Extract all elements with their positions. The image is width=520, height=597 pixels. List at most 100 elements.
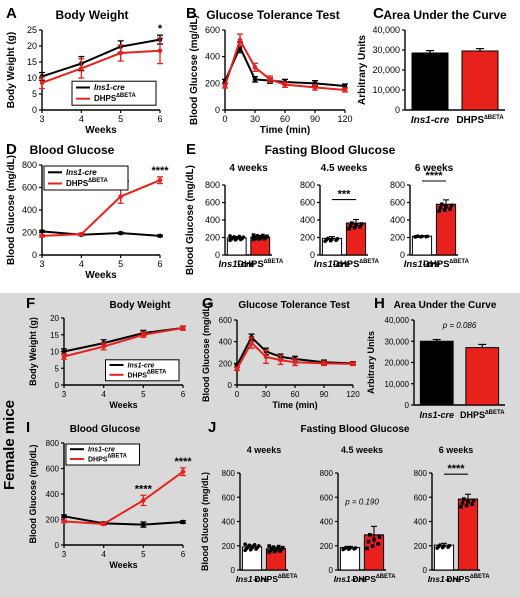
G-x-label: Time (min) xyxy=(272,400,317,410)
E-y-tick-label: 0 xyxy=(400,250,405,260)
E-category-label-sup: ∆BETA xyxy=(359,258,379,265)
J-individual-point xyxy=(267,544,271,548)
A-x-tick-label: 3 xyxy=(39,114,44,124)
E-y-tick-label: 200 xyxy=(390,233,405,243)
J-significance: **** xyxy=(447,463,465,475)
G-y-label: Blood Glucose (mg/dL) xyxy=(201,303,211,402)
J-y-tick-label: 600 xyxy=(320,493,334,502)
J-individual-point xyxy=(344,545,348,550)
F-y-tick-label: 5 xyxy=(55,364,60,373)
A-data-point xyxy=(157,48,163,54)
chart-title-F: Body Weight xyxy=(110,300,172,311)
C-category-label-main: DHPS xyxy=(456,115,484,126)
I-significance: **** xyxy=(135,483,153,495)
F-legend-label-main: DHPS xyxy=(128,372,148,379)
G-y-tick-label: 600 xyxy=(219,316,233,325)
F-data-point xyxy=(180,325,186,331)
D-x-label: Weeks xyxy=(85,270,117,281)
E-individual-point xyxy=(326,236,330,241)
E-category-label: DHPS∆BETA xyxy=(333,258,380,270)
E-individual-point xyxy=(335,237,340,241)
E-significance: **** xyxy=(425,170,443,182)
D-series-line-0 xyxy=(41,230,161,237)
J-individual-point xyxy=(470,502,474,507)
E-individual-point xyxy=(449,203,454,208)
F-y-tick-label: 0 xyxy=(55,381,60,390)
C-bar xyxy=(411,52,449,111)
B-y-tick-label: 0 xyxy=(215,105,220,115)
I-data-point xyxy=(101,521,106,527)
I-significance: **** xyxy=(174,456,192,468)
F-y-label: Body Weight (g) xyxy=(28,317,38,386)
chart-title-B: Glucose Tolerance Test xyxy=(206,8,340,22)
E-individual-point xyxy=(350,221,354,225)
F-data-point xyxy=(61,354,67,359)
H-category-label: Ins1-cre xyxy=(419,410,454,420)
F-legend-box xyxy=(105,359,180,382)
C-bar xyxy=(461,50,499,111)
J-individual-point xyxy=(438,543,442,547)
A-y-tick-label: 0 xyxy=(32,105,37,115)
E-individual-point xyxy=(232,234,236,239)
E-y-tick-label: 800 xyxy=(205,180,220,190)
E-individual-point xyxy=(255,234,260,238)
G-data-point xyxy=(292,359,298,365)
chart-I: I Blood Glucose 0 200 400 600 800 Blood Glucose… xyxy=(26,419,192,570)
F-legend-label-sup: ∆BETA xyxy=(147,368,167,375)
D-x-tick-label: 5 xyxy=(118,259,123,269)
I-x-tick-label: 4 xyxy=(101,550,106,559)
I-data-point xyxy=(180,469,186,474)
E-individual-point xyxy=(352,225,357,230)
J-category-label-main: DHPS xyxy=(352,574,376,584)
E-y-tick-label: 800 xyxy=(390,180,405,190)
C-y-tick-label: 40,000 xyxy=(372,25,400,35)
I-legend-label: Ins1-cre xyxy=(88,447,115,454)
G-data-point xyxy=(234,366,240,372)
F-x-tick-label: 5 xyxy=(141,390,146,399)
H-y-tick-label: 20,000 xyxy=(385,359,410,368)
chart-E: E Fasting Blood Glucose 4 weeks 0 200 400 600 8… xyxy=(185,141,470,275)
E-bar xyxy=(411,235,433,256)
A-data-point xyxy=(118,50,123,56)
J-category-label: Ins1-cre xyxy=(428,574,461,584)
panel-letter-C: C xyxy=(373,5,384,22)
E-category-label: DHPS∆BETA xyxy=(237,258,284,270)
E-individual-point xyxy=(448,207,452,211)
J-y-label: Blood Glucose (mg/dL) xyxy=(200,472,210,571)
C-y-tick-label: 10,000 xyxy=(372,85,400,95)
chart-title-G: Glucose Tolerance Test xyxy=(238,300,350,311)
chart-title-J: Fasting Blood Glucose xyxy=(301,424,410,435)
A-x-tick-label: 4 xyxy=(79,114,84,124)
H-bar xyxy=(419,340,454,406)
E-category-label-sup: ∆BETA xyxy=(449,258,469,265)
H-category-label: DHPS∆BETA xyxy=(460,409,505,420)
B-x-tick-label: 60 xyxy=(280,114,290,124)
G-x-tick-label: 90 xyxy=(320,390,329,399)
F-legend-label: DHPS∆BETA xyxy=(128,368,168,379)
B-data-point xyxy=(342,87,348,93)
B-y-tick-label: 600 xyxy=(205,25,220,35)
E-individual-point xyxy=(420,234,424,239)
D-data-point xyxy=(157,177,163,183)
J-category-label: DHPS∆BETA xyxy=(352,573,396,584)
chart-J: J Fasting Blood Glucose 4 weeks 0 200 400 600 8… xyxy=(200,419,490,584)
E-individual-point xyxy=(237,234,242,239)
A-series-line-0 xyxy=(41,38,161,78)
J-category-label-main: DHPS xyxy=(254,574,278,584)
D-y-tick-label: 600 xyxy=(22,183,37,193)
D-x-tick-label: 3 xyxy=(39,259,44,269)
chart-D: D Blood Glucose 0 200 400 600 800 Blood Glucose… xyxy=(6,141,169,281)
B-x-tick-label: 120 xyxy=(337,114,352,124)
chart-title-A: Body Weight xyxy=(55,8,128,22)
J-individual-point xyxy=(281,545,285,550)
E-individual-point xyxy=(438,205,443,210)
D-data-point xyxy=(118,194,123,199)
G-y-tick-label: 200 xyxy=(219,359,233,368)
I-legend-label: DHPS∆BETA xyxy=(88,453,128,464)
E-y-tick-label: 200 xyxy=(300,233,315,243)
J-individual-point xyxy=(366,539,371,544)
A-x-tick-label: 6 xyxy=(157,114,162,124)
I-legend-box xyxy=(65,443,140,466)
G-data-point xyxy=(263,354,269,360)
